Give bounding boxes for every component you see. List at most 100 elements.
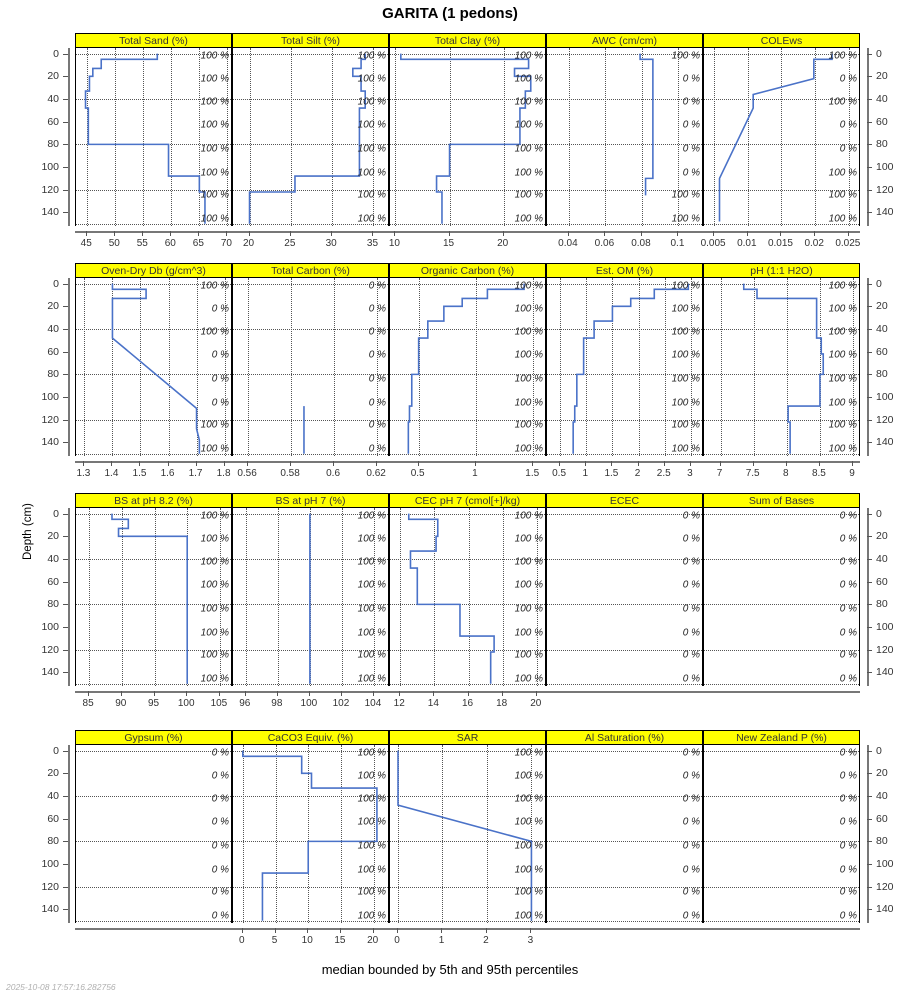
- x-axis-tick-label: 9: [849, 468, 855, 479]
- depth-tick-label: 40: [876, 790, 888, 803]
- x-axis-line: [703, 691, 860, 693]
- percent-label: 100 %: [514, 73, 543, 85]
- percent-label: 100 %: [671, 303, 700, 315]
- percent-label: 100 %: [514, 510, 543, 522]
- depth-tick-label: 80: [47, 138, 59, 151]
- depth-tick-label: 100: [876, 858, 894, 871]
- depth-tick-label: 0: [876, 277, 882, 290]
- x-axis-tick-label: 45: [80, 238, 92, 249]
- percent-label: 100 %: [514, 397, 543, 409]
- depth-tick: [867, 750, 872, 752]
- x-axis-tick: [474, 461, 476, 466]
- grid-line-vertical: [168, 278, 170, 456]
- depth-tick: [63, 419, 68, 421]
- depth-tick: [867, 604, 872, 606]
- percent-label: 100 %: [828, 303, 857, 315]
- x-axis-tick-label: 0.02: [804, 238, 824, 249]
- percent-label: 0 %: [839, 627, 857, 639]
- grid-line-vertical: [143, 48, 145, 226]
- panel-plot-area: 100 % 100 % 100 % 100 % 100 % 100 % 100 % 100 %: [232, 508, 389, 686]
- depth-tick-label: 20: [47, 530, 59, 543]
- percent-label: 0 %: [368, 303, 386, 315]
- grid-line-horizontal: [704, 374, 859, 376]
- panel-total-silt: Total Silt (%) 100 % 100 % 100 % 100 % 100 % 1…: [232, 33, 389, 249]
- depth-tick: [867, 909, 872, 911]
- grid-line-vertical: [171, 48, 173, 226]
- x-axis-tick: [502, 231, 504, 236]
- x-axis-line: [546, 231, 703, 233]
- x-axis-line: [389, 231, 546, 233]
- grid-line-horizontal: [233, 920, 388, 922]
- grid-line-vertical: [341, 508, 343, 686]
- percent-label: 100 %: [514, 119, 543, 131]
- percent-label: 100 %: [200, 419, 229, 431]
- percent-label: 0 %: [368, 280, 386, 292]
- grid-line-horizontal: [547, 189, 702, 191]
- grid-line-horizontal: [76, 886, 231, 888]
- percent-label: 100 %: [357, 649, 386, 661]
- depth-tick-label: 20: [47, 70, 59, 83]
- grid-line-horizontal: [76, 283, 231, 285]
- panel-title: Oven-Dry Db (g/cm^3): [75, 263, 232, 278]
- x-axis-tick-label: 1: [582, 468, 589, 479]
- x-axis-tick-label: 55: [136, 238, 148, 249]
- grid-line-vertical: [224, 278, 226, 456]
- percent-label: 100 %: [671, 189, 700, 201]
- x-axis-tick-label: 96: [239, 698, 251, 709]
- depth-tick: [63, 818, 68, 820]
- x-axis-tick-label: 85: [82, 698, 94, 709]
- panel-plot-area: 100 % 0 % 0 % 0 % 0 % 0 % 100 % 100 %: [546, 48, 703, 226]
- x-axis-tick: [441, 928, 443, 933]
- x-axis-tick: [86, 231, 88, 236]
- grid-line-vertical: [140, 278, 142, 456]
- x-axis-tick-label: 16: [461, 698, 474, 709]
- grid-line-vertical: [377, 278, 379, 456]
- x-axis-tick-label: 0.1: [670, 238, 685, 249]
- percent-label: 100 %: [200, 213, 229, 225]
- depth-tick: [63, 627, 68, 629]
- x-axis-tick-label: 0.5: [552, 468, 567, 479]
- x-axis-tick: [114, 231, 116, 236]
- grid-line-horizontal: [704, 683, 859, 685]
- depth-tick-label: 0: [876, 744, 882, 757]
- x-axis-tick: [142, 231, 144, 236]
- depth-tick-label: 80: [876, 835, 888, 848]
- percent-label: 100 %: [828, 96, 857, 108]
- panel-plot-area: 100 % 0 % 100 % 0 % 0 % 0 % 100 % 100 %: [75, 278, 232, 456]
- depth-tick-label: 80: [47, 835, 59, 848]
- x-axis-tick: [780, 231, 782, 236]
- x-axis-tick: [372, 691, 374, 696]
- x-axis-tick: [167, 461, 169, 466]
- grid-line-horizontal: [233, 223, 388, 225]
- x-axis-tick-label: 12: [393, 698, 405, 709]
- grid-line-horizontal: [76, 329, 231, 331]
- grid-line-vertical: [747, 48, 749, 226]
- x-axis-tick: [397, 928, 398, 933]
- panel-organic-carbon: Organic Carbon (%) 100 % 100 % 100 % 100 % 10…: [389, 263, 546, 479]
- grid-line-vertical: [332, 48, 334, 226]
- panel-title: BS at pH 8.2 (%): [75, 493, 232, 508]
- depth-tick: [63, 144, 68, 146]
- x-axis-tick-label: 0.025: [835, 238, 861, 249]
- grid-line-horizontal: [704, 796, 859, 798]
- grid-line-vertical: [753, 278, 755, 456]
- percent-label: 100 %: [828, 213, 857, 225]
- x-axis-tick-label: 20: [242, 238, 255, 249]
- depth-tick: [63, 167, 68, 169]
- depth-tick: [867, 818, 872, 820]
- percent-label: 100 %: [514, 910, 543, 922]
- percent-label: 100 %: [514, 579, 543, 591]
- depth-tick-label: 80: [876, 138, 888, 151]
- depth-tick: [63, 559, 68, 561]
- x-axis-tick: [637, 461, 639, 466]
- depth-tick: [867, 773, 872, 775]
- grid-line-horizontal: [704, 283, 859, 285]
- depth-tick-label: 20: [47, 300, 59, 313]
- depth-tick: [867, 121, 872, 123]
- percent-label: 100 %: [357, 96, 386, 108]
- x-axis-tick: [376, 461, 378, 466]
- percent-label: 100 %: [514, 189, 543, 201]
- x-axis-tick: [532, 461, 534, 466]
- x-axis-tick: [139, 461, 141, 466]
- grid-line-horizontal: [390, 683, 545, 685]
